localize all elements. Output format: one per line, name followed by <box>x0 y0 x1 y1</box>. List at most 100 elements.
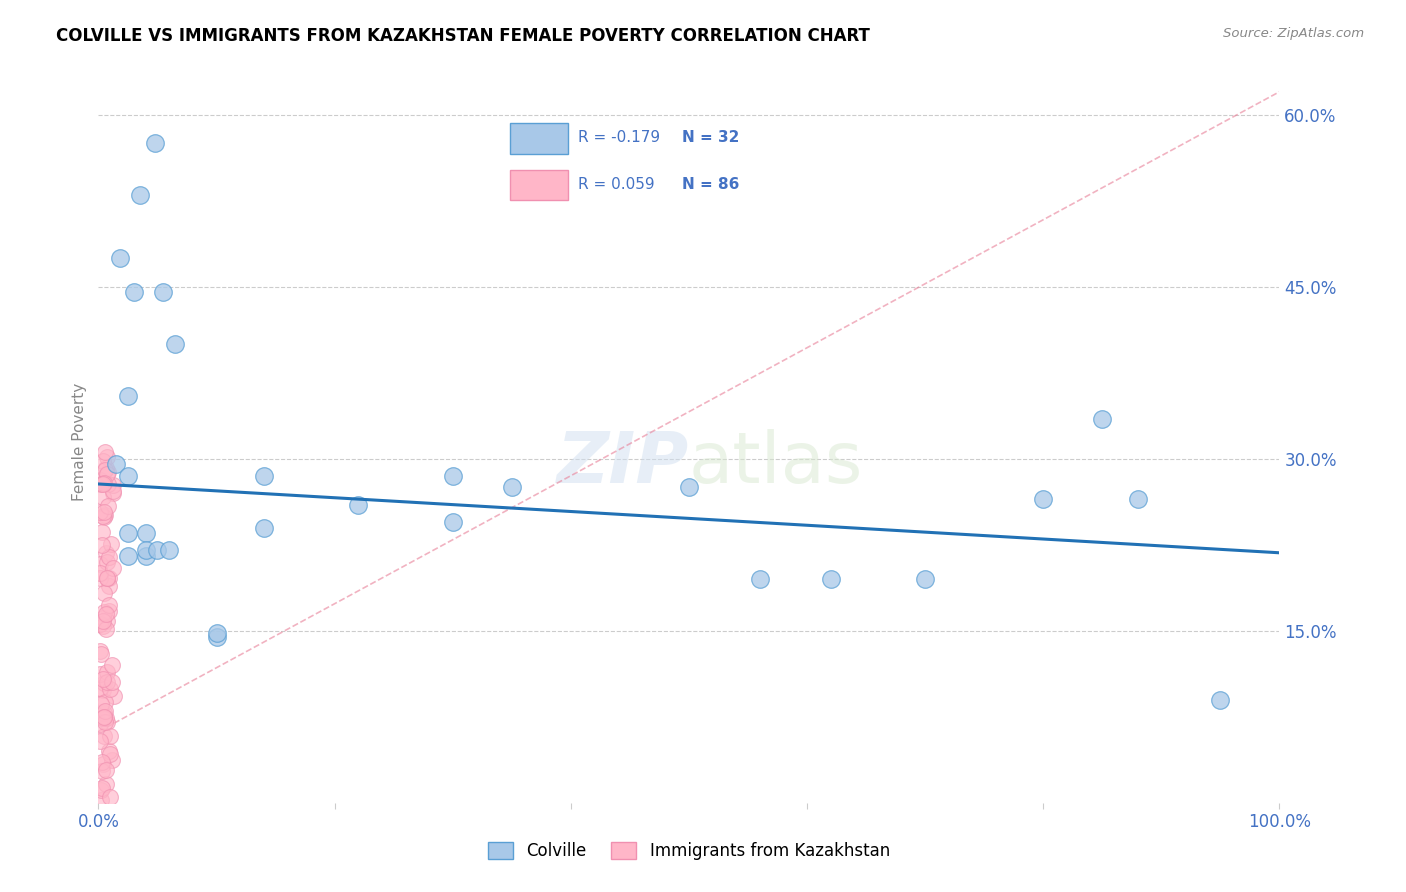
Point <box>94 445 117 459</box>
Point <box>98 579 121 593</box>
Point <box>98 730 121 744</box>
Point <box>96 614 118 628</box>
Point <box>441 469 464 483</box>
Point <box>96 622 118 636</box>
Point <box>93 715 115 730</box>
Point <box>93 710 115 724</box>
Point <box>1032 491 1054 506</box>
Point <box>89 571 111 585</box>
Point <box>157 543 180 558</box>
Point <box>94 694 117 708</box>
Point <box>90 781 112 796</box>
Point <box>253 469 276 483</box>
Point <box>98 747 121 761</box>
Point <box>89 782 111 797</box>
Point <box>91 756 114 770</box>
Point <box>91 764 114 778</box>
Point <box>97 477 120 491</box>
Point <box>90 793 112 807</box>
Point <box>820 572 842 586</box>
Text: atlas: atlas <box>689 429 863 498</box>
Point <box>347 498 370 512</box>
Point <box>91 508 114 523</box>
Point <box>91 711 114 725</box>
Point <box>1091 411 1114 425</box>
Point <box>90 697 112 711</box>
Point <box>89 681 111 695</box>
Point <box>748 572 770 586</box>
Point <box>117 526 139 541</box>
Point <box>91 672 114 686</box>
Point <box>93 605 115 619</box>
Point <box>91 682 114 697</box>
Point <box>89 734 111 748</box>
Point <box>101 483 124 498</box>
Point <box>101 753 124 767</box>
Point <box>1209 692 1232 706</box>
Point <box>135 526 157 541</box>
Point <box>93 710 115 724</box>
Point <box>101 658 124 673</box>
Point <box>152 285 174 300</box>
Point <box>91 524 114 539</box>
Point <box>96 570 118 584</box>
Point <box>205 630 228 644</box>
Point <box>96 714 118 729</box>
Point <box>96 450 118 465</box>
Point <box>89 557 111 571</box>
Point <box>97 499 120 513</box>
Point <box>93 505 115 519</box>
Point <box>100 681 122 696</box>
Point <box>89 617 111 632</box>
Point <box>91 476 114 491</box>
Point <box>103 689 125 703</box>
Point <box>98 604 121 618</box>
Point <box>143 136 166 151</box>
Point <box>98 550 121 565</box>
Point <box>89 666 111 681</box>
Point <box>135 549 157 564</box>
Point <box>1126 491 1149 506</box>
Point <box>205 626 228 640</box>
Point <box>93 706 115 721</box>
Point <box>100 537 122 551</box>
Point <box>93 475 115 490</box>
Point <box>135 543 157 558</box>
Point <box>97 465 120 479</box>
Point <box>94 607 117 622</box>
Legend: Colville, Immigrants from Kazakhstan: Colville, Immigrants from Kazakhstan <box>481 835 897 867</box>
Point <box>253 520 276 534</box>
Point <box>96 777 118 791</box>
Point <box>89 716 111 731</box>
Point <box>117 549 139 564</box>
Point <box>96 674 118 689</box>
Text: Source: ZipAtlas.com: Source: ZipAtlas.com <box>1223 27 1364 40</box>
Point <box>93 510 115 524</box>
Point <box>90 538 112 552</box>
Point <box>117 469 139 483</box>
Y-axis label: Female Poverty: Female Poverty <box>72 383 87 500</box>
Point <box>94 704 117 718</box>
Point <box>91 614 114 628</box>
Point <box>128 188 150 202</box>
Text: COLVILLE VS IMMIGRANTS FROM KAZAKHSTAN FEMALE POVERTY CORRELATION CHART: COLVILLE VS IMMIGRANTS FROM KAZAKHSTAN F… <box>56 27 870 45</box>
Point <box>91 490 114 504</box>
Point <box>108 251 131 265</box>
Point <box>96 711 118 725</box>
Point <box>101 561 124 575</box>
Point <box>89 505 111 519</box>
Point <box>89 566 111 581</box>
Point <box>94 763 117 777</box>
Point <box>96 571 118 585</box>
Point <box>89 644 111 658</box>
Point <box>678 480 700 494</box>
Point <box>105 458 128 472</box>
Point <box>93 675 115 690</box>
Point <box>89 473 111 487</box>
Point <box>96 665 118 679</box>
Text: ZIP: ZIP <box>557 429 689 498</box>
Point <box>91 453 114 467</box>
Point <box>122 285 145 300</box>
Point <box>94 508 117 523</box>
Point <box>91 611 114 625</box>
